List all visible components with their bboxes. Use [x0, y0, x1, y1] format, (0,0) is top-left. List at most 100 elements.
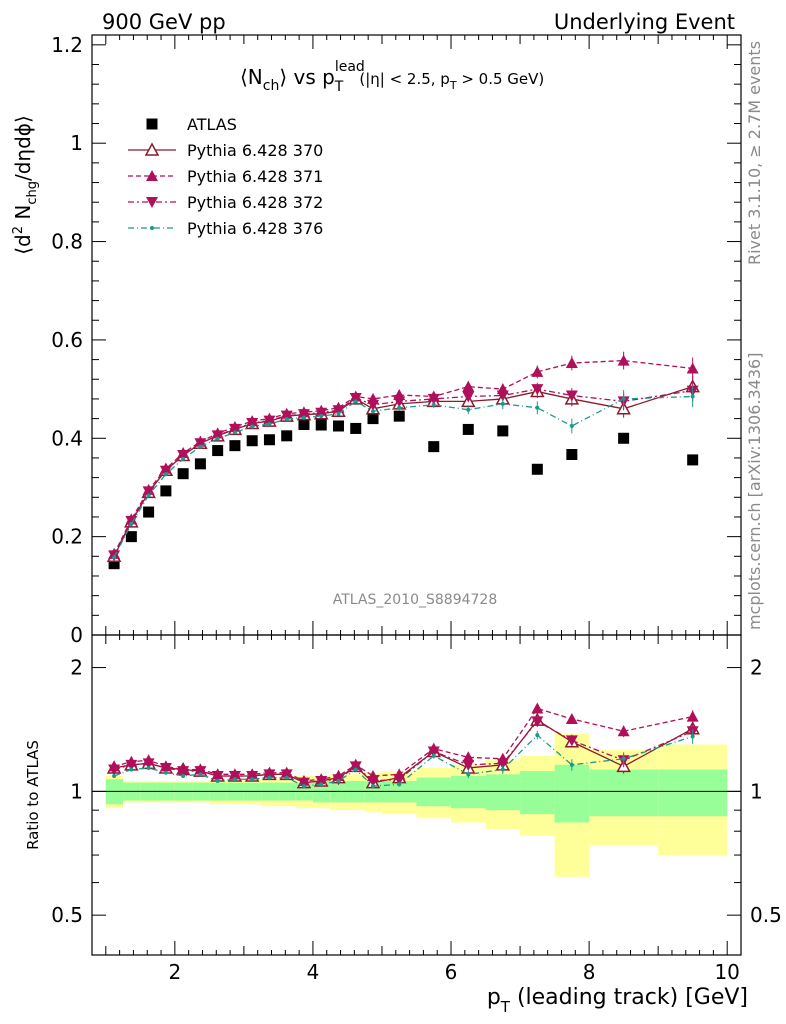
point-p376-16 [397, 405, 402, 410]
legend-label-data: ATLAS [187, 115, 237, 134]
x-axis-label: pT (leading track) [GeV] [487, 985, 748, 1016]
point-p372-10 [280, 410, 293, 422]
point-data-13 [332, 420, 344, 432]
point-p376-8 [250, 424, 255, 429]
x-tick-label-8: 8 [583, 960, 596, 984]
y-tick-label-1: 1 [70, 131, 83, 155]
point-data-17 [428, 441, 440, 453]
point-data-16 [393, 410, 405, 422]
main-ylabel-a: ⟨d [11, 234, 35, 255]
title-g: T [449, 79, 457, 92]
ratio-point-p372-4 [177, 766, 190, 778]
ratio-point-p372-17 [427, 746, 440, 758]
ratio-point-p376-11 [301, 784, 306, 789]
point-p376-13 [336, 411, 341, 416]
ratio-point-p376-8 [250, 777, 255, 782]
point-data-2 [143, 506, 155, 518]
point-p376-12 [319, 414, 324, 419]
point-p376-22 [621, 396, 626, 401]
ratio-point-p372-12 [315, 775, 328, 787]
point-p372-13 [332, 405, 345, 417]
legend-label-p370: Pythia 6.428 370 [187, 141, 323, 160]
title-f: (|η| < 2.5, p [359, 70, 449, 88]
header-left: 900 GeV pp [102, 10, 226, 34]
point-data-23 [687, 454, 699, 466]
point-data-9 [263, 434, 275, 446]
x-tick-label-4: 4 [307, 960, 320, 984]
point-p376-21 [569, 423, 574, 428]
point-p371-23 [686, 362, 699, 374]
point-p372-16 [393, 396, 406, 408]
point-data-3 [160, 485, 172, 497]
ratio-point-p372-11 [297, 777, 310, 789]
legend-marker-p371 [146, 170, 158, 181]
point-p371-18 [462, 380, 475, 392]
title-d: lead [335, 59, 365, 75]
legend-label-p376: Pythia 6.428 376 [187, 219, 323, 238]
ratio-point-p376-17 [431, 753, 436, 758]
ratio-point-p376-10 [284, 775, 289, 780]
y-tick-label-4: 0.4 [51, 426, 83, 450]
point-p376-1 [129, 521, 134, 526]
ratio-point-p372-19 [496, 758, 509, 770]
title-a: ⟨N [240, 65, 263, 89]
point-p372-5 [194, 438, 207, 450]
point-p376-11 [301, 415, 306, 420]
point-data-5 [194, 458, 206, 470]
point-data-6 [212, 445, 224, 457]
ratio-series-p376 [112, 729, 695, 789]
legend-marker-p372 [146, 197, 158, 208]
point-p376-15 [371, 409, 376, 414]
ry-tick-label-r-0: 2 [750, 656, 763, 680]
ratio-point-p372-14 [349, 761, 362, 773]
main-ylabel-c: N [11, 205, 35, 226]
series-line-p372 [113, 388, 693, 556]
point-p372-4 [177, 450, 190, 461]
point-p372-8 [246, 418, 259, 430]
xlabel-b: T [500, 998, 511, 1016]
ry-tick-label-r-2: 0.5 [750, 903, 782, 927]
xlabel-c: (leading track) [GeV] [510, 985, 748, 1010]
point-p376-3 [163, 472, 168, 477]
point-data-21 [566, 449, 578, 461]
mcplots-credit-text: mcplots.cern.ch [arXiv:1306.3436] [745, 353, 764, 630]
ratio-point-p372-21 [565, 735, 578, 747]
point-data-22 [618, 432, 630, 444]
y-tick-label-2: 0.8 [51, 230, 83, 254]
ratio-point-p372-20 [531, 716, 544, 728]
point-p372-3 [159, 465, 172, 477]
point-p371-20 [531, 365, 544, 377]
point-data-4 [177, 468, 189, 480]
point-p372-14 [349, 392, 362, 404]
rivet-version-text: Rivet 3.1.10, ≥ 2.7M events [745, 41, 764, 265]
y-tick-label-0: 1.2 [51, 33, 83, 57]
point-data-12 [315, 419, 327, 431]
y-tick-label-5: 0.2 [51, 525, 83, 549]
legend-label-p371: Pythia 6.428 371 [187, 167, 323, 186]
point-p376-23 [690, 394, 695, 399]
ratio-point-p372-10 [280, 769, 293, 781]
legend-label-p372: Pythia 6.428 372 [187, 193, 323, 212]
main-ylabel: ⟨d2 Nchg/dηdϕ⟩ [11, 115, 40, 255]
point-p372-15 [367, 399, 380, 411]
ratio-point-p376-1 [129, 767, 134, 772]
ratio-point-p372-15 [367, 775, 380, 787]
title-h: > 0.5 GeV) [457, 70, 545, 88]
ratio-point-p371-23 [686, 710, 699, 722]
band-inner-17 [416, 777, 452, 807]
ratio-point-p371-22 [617, 725, 630, 737]
ry-tick-label-l-0: 2 [70, 656, 83, 680]
band-inner-23 [658, 769, 728, 817]
x-tick-label-10: 10 [714, 960, 739, 984]
point-p372-20 [531, 384, 544, 396]
main-title: ⟨Nch⟩ vs plead T (|η| < 2.5, pT > 0.5 GeV) [240, 59, 544, 95]
band-inner-18 [451, 775, 486, 809]
point-p371-22 [617, 354, 630, 366]
point-data-10 [281, 430, 293, 442]
header-right: Underlying Event [554, 10, 735, 34]
ratio-point-p372-6 [211, 770, 224, 782]
band-inner-19 [485, 774, 521, 811]
point-data-18 [462, 423, 474, 435]
series-line-p371 [113, 359, 693, 555]
